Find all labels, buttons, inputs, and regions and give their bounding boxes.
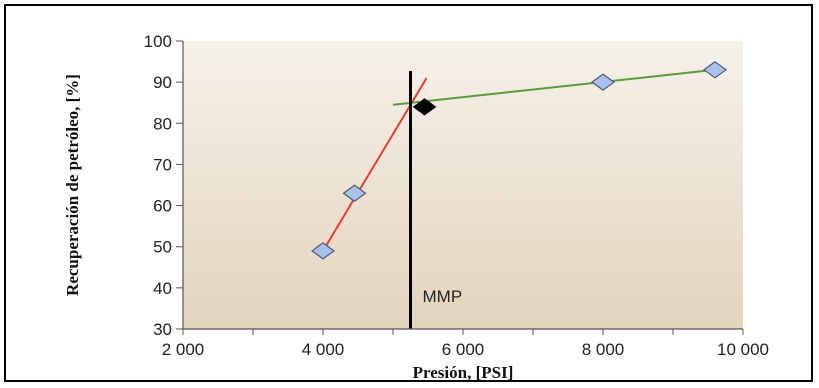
trend-line-2 <box>392 68 716 106</box>
chart-svg: MMP 2 000 4 000 6 000 8 000 10 000 30 40 50 60 70… <box>63 32 769 382</box>
x-axis-title: Presión, [PSI] <box>413 363 514 382</box>
y-tick-label-40: 40 <box>153 279 172 298</box>
data-point-1 <box>310 242 336 260</box>
y-tick-label-50: 50 <box>153 238 172 257</box>
y-tick-label-90: 90 <box>153 73 172 92</box>
x-tick-label-4000: 4 000 <box>302 340 345 359</box>
x-tick-label-10000: 10 000 <box>717 340 769 359</box>
x-tick-label-6000: 6 000 <box>442 340 485 359</box>
mmp-marker: MMP <box>409 71 463 329</box>
y-axis-title: Recuperación de petróleo, [%] <box>63 74 82 296</box>
data-point-3 <box>590 73 616 91</box>
y-tick-label-80: 80 <box>153 114 172 133</box>
data-point-2 <box>342 184 367 202</box>
y-tick-label-100: 100 <box>144 32 172 51</box>
highlight-point <box>412 98 437 116</box>
x-tick-label-8000: 8 000 <box>582 340 625 359</box>
data-point-4 <box>702 61 728 79</box>
y-tick-label-60: 60 <box>153 197 172 216</box>
data-points <box>310 61 728 260</box>
chart-frame: MMP 2 000 4 000 6 000 8 000 10 000 30 40 50 60 70… <box>4 4 813 382</box>
ticks: 2 000 4 000 6 000 8 000 10 000 30 40 50 60 70 80 90… <box>144 32 769 359</box>
y-tick-label-30: 30 <box>153 320 172 339</box>
mmp-label: MMP <box>423 287 463 306</box>
x-tick-label-2000: 2 000 <box>162 340 205 359</box>
plot-background <box>183 41 743 329</box>
y-tick-label-70: 70 <box>153 155 172 174</box>
